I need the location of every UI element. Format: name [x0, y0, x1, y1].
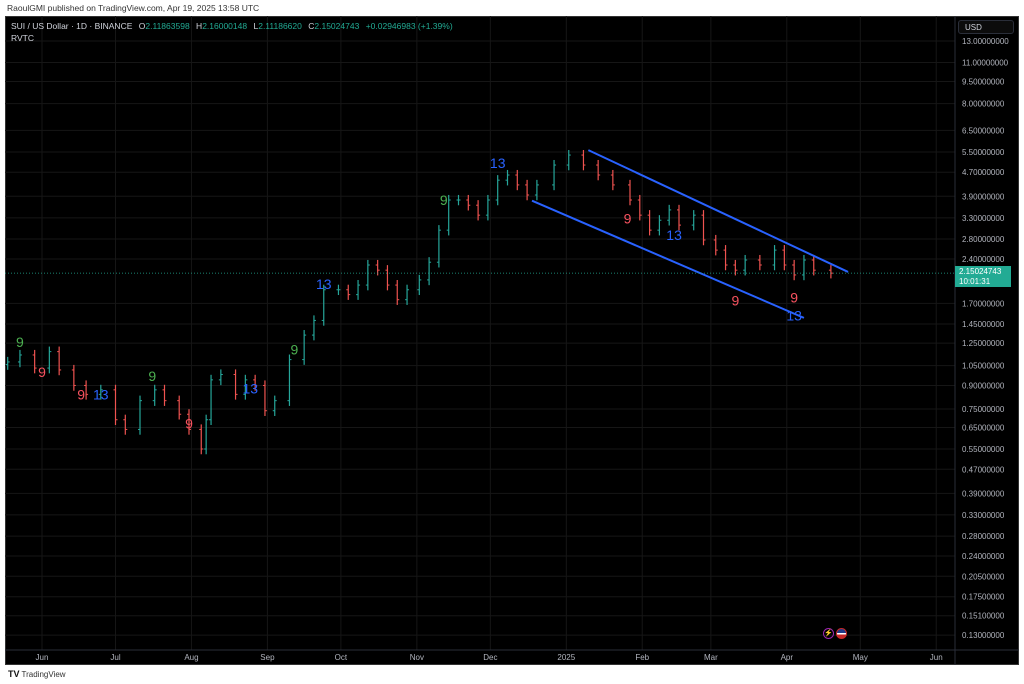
- us-flag-icon[interactable]: [836, 628, 847, 639]
- low-label: L: [253, 21, 259, 31]
- count-label-13: 13: [786, 307, 802, 323]
- price-tick-label: 2.80000000: [962, 235, 1005, 244]
- count-label-9: 9: [38, 364, 46, 380]
- time-tick-label: Aug: [184, 653, 198, 662]
- high-label: H: [196, 21, 203, 31]
- price-tick-label: 0.65000000: [962, 423, 1005, 432]
- trendline-upper: [587, 149, 849, 273]
- lightning-icon[interactable]: ⚡: [823, 628, 834, 639]
- count-label-9: 9: [440, 192, 448, 208]
- close-label: C: [308, 21, 315, 31]
- time-tick-label: Mar: [704, 653, 718, 662]
- symbol-legend[interactable]: SUI / US Dollar · 1D · BINANCE O2.118635…: [11, 21, 453, 31]
- price-tick-label: 13.00000000: [962, 37, 1009, 46]
- time-tick-label: Jul: [110, 653, 120, 662]
- count-label-9: 9: [290, 341, 298, 357]
- high-value: 2.16000148: [202, 21, 248, 31]
- count-label-13: 13: [490, 155, 506, 171]
- price-tick-label: 0.39000000: [962, 489, 1005, 498]
- price-tick-label: 0.20500000: [962, 572, 1005, 581]
- price-tick-label: 5.50000000: [962, 148, 1005, 157]
- time-tick-label: Jun: [36, 653, 49, 662]
- price-axis: 13.00000000 11.00000000 9.50000000 8.000000…: [962, 37, 1009, 640]
- count-label-13: 13: [242, 380, 258, 396]
- time-tick-label: Oct: [335, 653, 348, 662]
- price-tick-label: 0.75000000: [962, 405, 1005, 414]
- trendline-lower: [531, 199, 805, 319]
- count-label-9: 9: [77, 386, 85, 402]
- price-tick-label: 1.05000000: [962, 362, 1005, 371]
- time-axis: Jun Jul Aug Sep Oct Nov Dec 2025 Feb Mar Apr May Jun: [36, 653, 943, 662]
- current-price-value: 2.15024743: [959, 267, 1002, 276]
- time-tick-label: Feb: [635, 653, 649, 662]
- current-price-label: 2.15024743 10:01:31: [955, 266, 1011, 287]
- change-value: +0.02946983 (+1.39%): [365, 21, 453, 31]
- price-tick-label: 0.24000000: [962, 552, 1005, 561]
- price-tick-label: 3.90000000: [962, 192, 1005, 201]
- count-label-13: 13: [93, 386, 109, 402]
- count-label-9: 9: [16, 334, 24, 350]
- price-tick-label: 8.00000000: [962, 100, 1005, 109]
- grid-lines: [5, 16, 955, 650]
- time-tick-label: Dec: [483, 653, 497, 662]
- price-tick-label: 11.00000000: [962, 59, 1009, 68]
- time-tick-label: Sep: [260, 653, 275, 662]
- price-tick-label: 1.70000000: [962, 299, 1005, 308]
- publisher-line: RaoulGMI published on TradingView.com, A…: [7, 3, 260, 13]
- price-tick-label: 0.90000000: [962, 381, 1005, 390]
- price-tick-label: 0.13000000: [962, 631, 1005, 640]
- open-label: O: [138, 21, 146, 31]
- bar-countdown: 10:01:31: [959, 277, 991, 286]
- count-label-9: 9: [148, 368, 156, 384]
- time-tick-label: Jun: [930, 653, 943, 662]
- count-label-13: 13: [666, 227, 682, 243]
- tradingview-logo[interactable]: TV TradingView: [8, 669, 66, 679]
- count-label-13: 13: [316, 276, 332, 292]
- close-value: 2.15024743: [314, 21, 360, 31]
- price-tick-label: 0.15100000: [962, 612, 1005, 621]
- count-label-9: 9: [185, 416, 193, 432]
- time-tick-label: May: [853, 653, 868, 662]
- indicator-name[interactable]: RVTC: [11, 33, 34, 43]
- time-tick-label: 2025: [557, 653, 575, 662]
- time-tick-label: Apr: [781, 653, 794, 662]
- price-tick-label: 1.45000000: [962, 320, 1005, 329]
- chart-frame[interactable]: [5, 16, 1019, 665]
- count-label-9: 9: [790, 289, 798, 305]
- low-value: 2.11186620: [258, 21, 302, 31]
- currency-button[interactable]: USD: [958, 20, 1014, 34]
- price-tick-label: 4.70000000: [962, 168, 1005, 177]
- trendlines: [531, 149, 849, 319]
- open-value: 2.11863598: [145, 21, 190, 31]
- price-tick-label: 0.47000000: [962, 465, 1005, 474]
- price-tick-label: 0.55000000: [962, 445, 1005, 454]
- count-label-9: 9: [624, 210, 632, 226]
- price-tick-label: 3.30000000: [962, 214, 1005, 223]
- price-tick-label: 0.28000000: [962, 532, 1005, 541]
- price-tick-label: 6.50000000: [962, 126, 1005, 135]
- price-bars: [5, 149, 833, 455]
- price-tick-label: 2.40000000: [962, 255, 1005, 264]
- logo-text: TradingView: [21, 670, 66, 679]
- count-label-9: 9: [731, 292, 739, 308]
- time-tick-label: Nov: [410, 653, 424, 662]
- symbol-name: SUI / US Dollar · 1D · BINANCE: [11, 21, 133, 31]
- price-tick-label: 9.50000000: [962, 77, 1005, 86]
- price-tick-label: 0.33000000: [962, 511, 1005, 520]
- price-tick-label: 0.17500000: [962, 593, 1005, 602]
- price-tick-label: 1.25000000: [962, 339, 1005, 348]
